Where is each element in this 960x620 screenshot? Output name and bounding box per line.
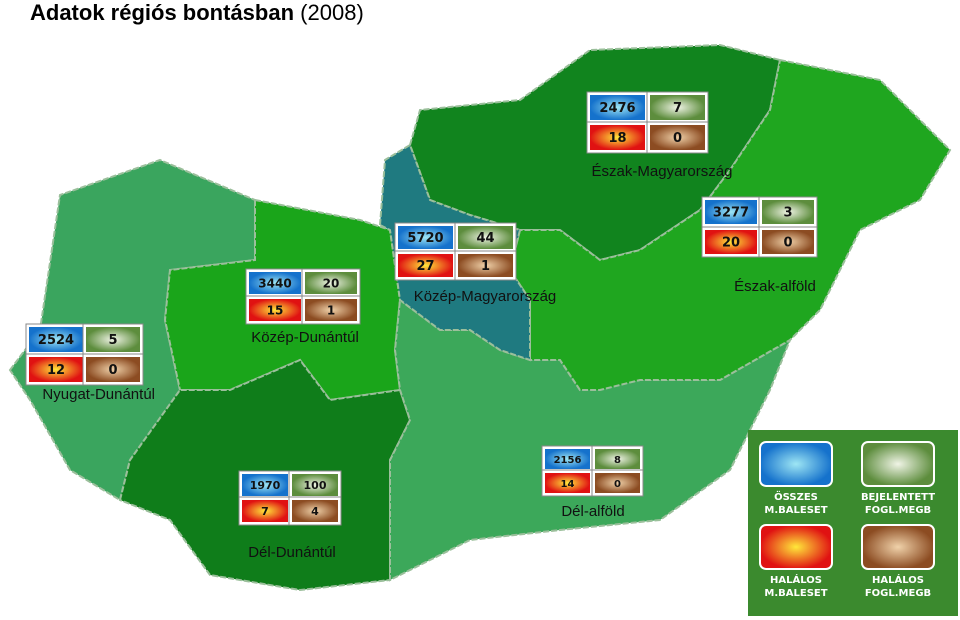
legend-label: FOGL.MEGB xyxy=(865,588,931,599)
region-del-alfold xyxy=(389,298,792,582)
legend-swatch xyxy=(861,524,935,570)
badge-value: 100 xyxy=(304,479,327,492)
badge xyxy=(86,357,140,382)
badge-value: 0 xyxy=(673,131,682,146)
badge-value: 5720 xyxy=(407,231,443,246)
badge-value: 1 xyxy=(481,259,490,274)
badge-value: 15 xyxy=(267,304,284,318)
badge xyxy=(595,449,640,469)
legend-label: HALÁLOS xyxy=(872,573,924,586)
badge-value: 8 xyxy=(614,455,621,466)
badge-value: 14 xyxy=(561,479,575,490)
badge xyxy=(762,200,814,224)
badge xyxy=(705,200,757,224)
badge xyxy=(762,230,814,254)
region-label: Közép-Magyarország xyxy=(414,288,557,305)
badge-value: 18 xyxy=(608,131,626,146)
badge xyxy=(545,449,590,469)
badge xyxy=(29,357,83,382)
badge xyxy=(242,500,288,522)
badge xyxy=(398,254,453,277)
region-label: Dél-Dunántúl xyxy=(248,544,336,561)
badge xyxy=(595,473,640,493)
badge xyxy=(29,327,83,352)
badge-value: 3 xyxy=(783,206,792,221)
badge-value: 7 xyxy=(261,505,269,518)
region-label: Dél-alföld xyxy=(561,503,624,520)
badge-value: 7 xyxy=(673,101,682,116)
region-label: Nyugat-Dunántúl xyxy=(42,386,155,403)
badge xyxy=(650,95,705,120)
badge xyxy=(705,230,757,254)
badge xyxy=(305,299,357,321)
legend-label: FOGL.MEGB xyxy=(865,505,931,516)
region-label: Közép-Dunántúl xyxy=(251,329,359,346)
badge-value: 3277 xyxy=(713,206,749,221)
legend: ÖSSZES M.BALESET BEJELENTETT FOGL.MEGB HALÁL… xyxy=(748,430,958,616)
legend-label: ÖSSZES xyxy=(774,489,818,503)
badge-value: 0 xyxy=(783,236,792,251)
badge xyxy=(242,474,288,496)
title-main: Adatok régiós bontásban xyxy=(30,0,294,25)
badge xyxy=(249,299,301,321)
badge-value: 1 xyxy=(327,304,335,318)
badge-value: 0 xyxy=(614,479,621,490)
legend-label: M.BALESET xyxy=(764,588,827,599)
badge xyxy=(650,125,705,150)
badge-value: 20 xyxy=(722,236,740,251)
page-title: Adatok régiós bontásban (2008) xyxy=(30,0,364,25)
title-year: (2008) xyxy=(300,0,364,25)
badge xyxy=(398,226,453,249)
badge-value: 4 xyxy=(311,505,319,518)
badge-value: 2524 xyxy=(38,333,74,348)
region-label: Észak-Magyarország xyxy=(592,163,733,180)
badge-value: 5 xyxy=(108,333,117,348)
badge-value: 3440 xyxy=(258,277,291,291)
badge-value: 0 xyxy=(108,363,117,378)
badge xyxy=(86,327,140,352)
badge-value: 1970 xyxy=(250,479,281,492)
legend-label: M.BALESET xyxy=(764,505,827,516)
badge xyxy=(305,272,357,294)
badge xyxy=(458,254,513,277)
badge-value: 2156 xyxy=(554,455,582,466)
legend-label: BEJELENTETT xyxy=(861,492,935,503)
legend-swatch xyxy=(861,441,935,487)
badge xyxy=(292,500,338,522)
badge xyxy=(590,125,645,150)
badge xyxy=(545,473,590,493)
legend-swatch xyxy=(759,441,833,487)
legend-label: HALÁLOS xyxy=(770,573,822,586)
badge-value: 27 xyxy=(416,259,434,274)
badge-value: 2476 xyxy=(599,101,635,116)
badge xyxy=(249,272,301,294)
legend-swatch xyxy=(759,524,833,570)
badge-value: 20 xyxy=(323,277,340,291)
badge xyxy=(292,474,338,496)
badge-value: 44 xyxy=(476,231,494,246)
badge-value: 12 xyxy=(47,363,65,378)
badge xyxy=(458,226,513,249)
region-label: Észak-alföld xyxy=(734,278,816,295)
badge xyxy=(590,95,645,120)
